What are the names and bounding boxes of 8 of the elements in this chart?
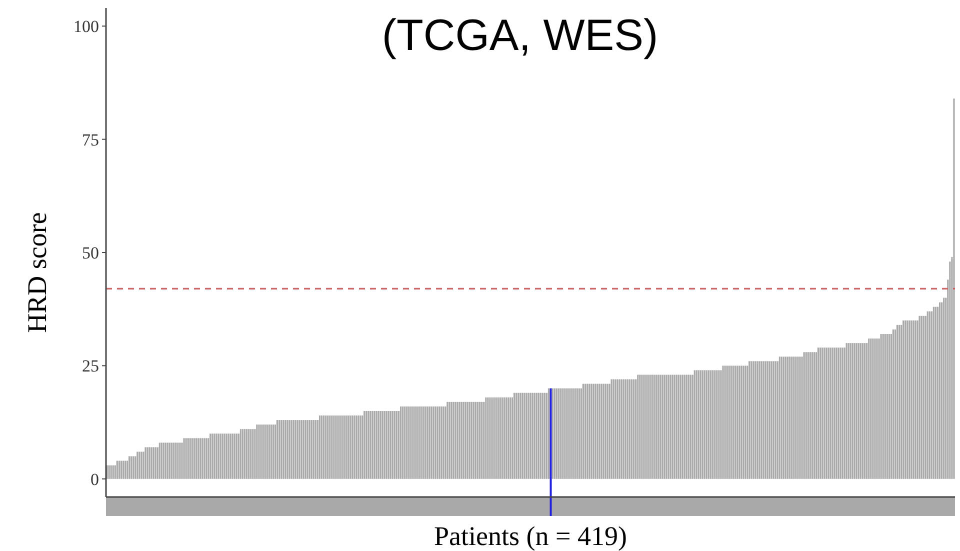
y-tick-label: 50 [82,243,99,262]
y-tick-label: 75 [82,130,99,150]
chart-title: (TCGA, WES) [382,11,658,60]
x-axis-title: Patients (n = 419) [434,521,627,551]
y-tick-label: 100 [74,17,99,36]
y-tick-label: 0 [90,470,99,489]
y-axis-title: HRD score [22,212,52,333]
y-tick-label: 25 [82,356,99,376]
